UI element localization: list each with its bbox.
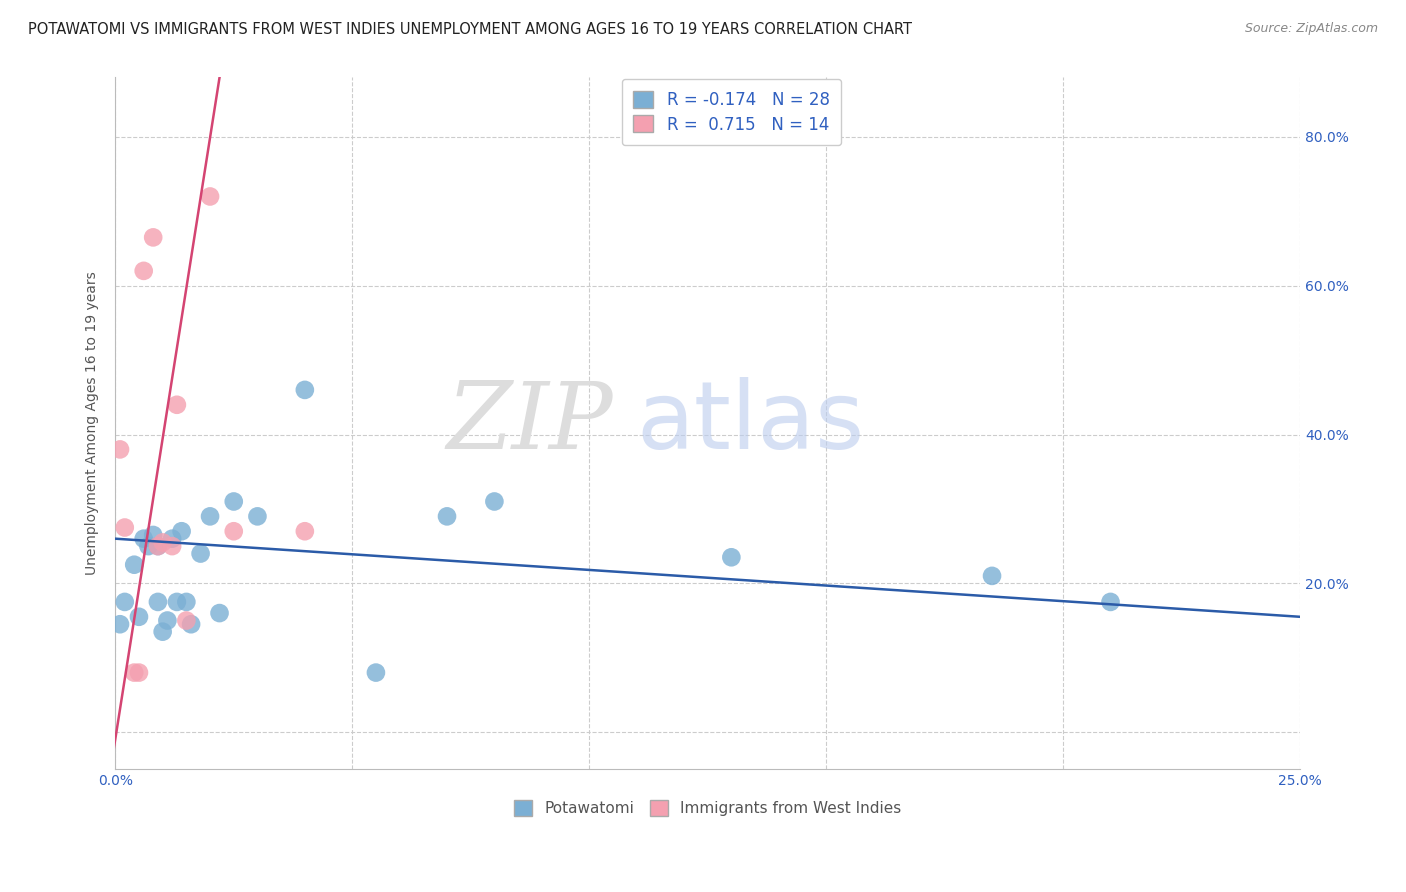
Y-axis label: Unemployment Among Ages 16 to 19 years: Unemployment Among Ages 16 to 19 years <box>86 271 100 575</box>
Point <box>132 532 155 546</box>
Point <box>108 442 131 457</box>
Point <box>122 558 145 572</box>
Point <box>128 609 150 624</box>
Point <box>1099 595 1122 609</box>
Point <box>142 528 165 542</box>
Point <box>294 383 316 397</box>
Point <box>108 617 131 632</box>
Legend: Potawatomi, Immigrants from West Indies: Potawatomi, Immigrants from West Indies <box>506 793 910 824</box>
Point <box>222 524 245 539</box>
Text: ZIP: ZIP <box>446 378 613 468</box>
Point <box>208 606 231 620</box>
Point <box>176 595 198 609</box>
Point <box>364 665 387 680</box>
Point <box>122 665 145 680</box>
Point <box>160 532 183 546</box>
Point <box>156 614 179 628</box>
Text: atlas: atlas <box>637 377 865 469</box>
Point <box>198 509 221 524</box>
Point <box>720 550 742 565</box>
Point <box>170 524 193 539</box>
Point <box>146 595 169 609</box>
Point <box>190 547 212 561</box>
Text: POTAWATOMI VS IMMIGRANTS FROM WEST INDIES UNEMPLOYMENT AMONG AGES 16 TO 19 YEARS: POTAWATOMI VS IMMIGRANTS FROM WEST INDIE… <box>28 22 912 37</box>
Point <box>246 509 269 524</box>
Point <box>152 624 174 639</box>
Point <box>132 264 155 278</box>
Point <box>128 665 150 680</box>
Point <box>114 520 136 534</box>
Point <box>222 494 245 508</box>
Point <box>160 539 183 553</box>
Point <box>152 535 174 549</box>
Point <box>166 595 188 609</box>
Text: Source: ZipAtlas.com: Source: ZipAtlas.com <box>1244 22 1378 36</box>
Point <box>146 539 169 553</box>
Point <box>114 595 136 609</box>
Point <box>484 494 506 508</box>
Point <box>981 569 1004 583</box>
Point <box>142 230 165 244</box>
Point <box>138 539 160 553</box>
Point <box>180 617 202 632</box>
Point <box>146 539 169 553</box>
Point <box>198 189 221 203</box>
Point <box>176 614 198 628</box>
Point <box>436 509 458 524</box>
Point <box>166 398 188 412</box>
Point <box>294 524 316 539</box>
